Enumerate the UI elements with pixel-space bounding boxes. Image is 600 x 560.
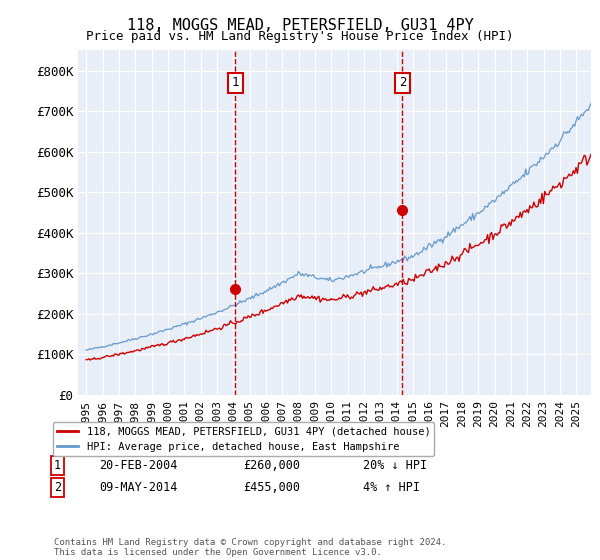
Text: 20% ↓ HPI: 20% ↓ HPI [363, 459, 427, 473]
Text: £260,000: £260,000 [243, 459, 300, 473]
Text: 09-MAY-2014: 09-MAY-2014 [99, 480, 178, 494]
Text: 2: 2 [54, 480, 61, 494]
Text: £455,000: £455,000 [243, 480, 300, 494]
Text: 20-FEB-2004: 20-FEB-2004 [99, 459, 178, 473]
Text: 1: 1 [232, 76, 239, 89]
Text: 2: 2 [399, 76, 406, 89]
Text: 118, MOGGS MEAD, PETERSFIELD, GU31 4PY: 118, MOGGS MEAD, PETERSFIELD, GU31 4PY [127, 18, 473, 33]
Text: Contains HM Land Registry data © Crown copyright and database right 2024.
This d: Contains HM Land Registry data © Crown c… [54, 538, 446, 557]
Text: 1: 1 [54, 459, 61, 473]
Legend: 118, MOGGS MEAD, PETERSFIELD, GU31 4PY (detached house), HPI: Average price, det: 118, MOGGS MEAD, PETERSFIELD, GU31 4PY (… [53, 422, 434, 456]
Text: Price paid vs. HM Land Registry's House Price Index (HPI): Price paid vs. HM Land Registry's House … [86, 30, 514, 43]
Text: 4% ↑ HPI: 4% ↑ HPI [363, 480, 420, 494]
